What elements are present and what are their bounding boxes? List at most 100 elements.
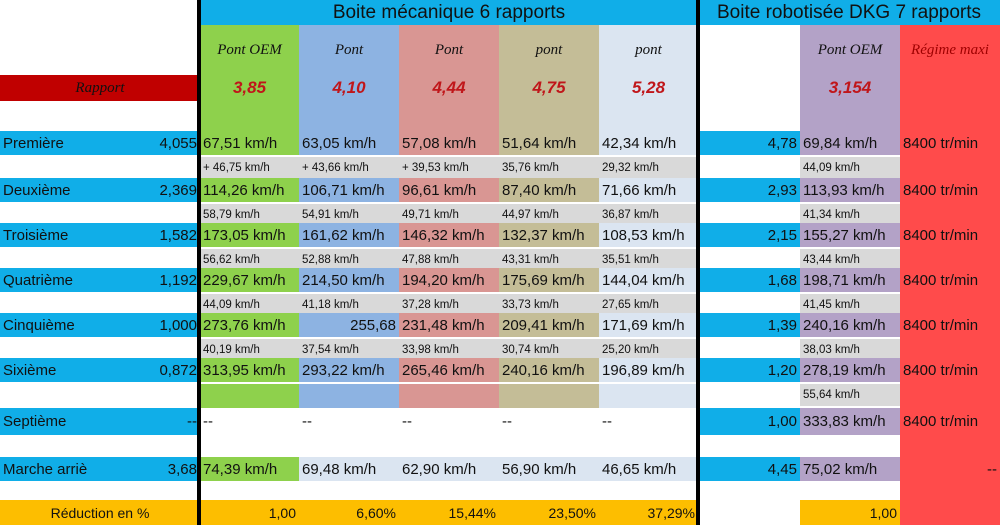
- gear-ratio[interactable]: 1,192: [152, 268, 200, 292]
- reduction-value[interactable]: 1,00: [200, 500, 299, 525]
- gear-label[interactable]: Sixième: [0, 358, 152, 382]
- manual-gearbox-title[interactable]: Boite mécanique 6 rapports: [200, 0, 698, 25]
- dkg-speed[interactable]: 113,93 km/h: [800, 178, 900, 202]
- manual-speed[interactable]: 144,04 km/h: [599, 268, 698, 292]
- dkg-speed[interactable]: 278,19 km/h: [800, 358, 900, 382]
- dkg-ratio[interactable]: 1,00: [698, 408, 800, 435]
- reduction-value[interactable]: 15,44%: [399, 500, 499, 525]
- regime-value[interactable]: 8400 tr/min: [903, 271, 979, 289]
- manual-delta[interactable]: + 43,66 km/h: [299, 157, 399, 179]
- manual-delta[interactable]: 47,88 km/h: [399, 249, 499, 271]
- manual-delta[interactable]: 30,74 km/h: [499, 339, 599, 361]
- dkg-delta[interactable]: 38,03 km/h: [800, 339, 900, 361]
- manual-delta[interactable]: 29,32 km/h: [599, 157, 698, 179]
- regime-col-header[interactable]: Régime maxi: [911, 41, 989, 58]
- dkg-ratio[interactable]: 1,39: [698, 313, 800, 337]
- manual-delta[interactable]: 25,20 km/h: [599, 339, 698, 361]
- dkg-speed[interactable]: 155,27 km/h: [800, 223, 900, 247]
- manual-delta[interactable]: 58,79 km/h: [200, 204, 299, 226]
- manual-speed[interactable]: --: [399, 408, 499, 435]
- manual-speed[interactable]: 273,76 km/h: [200, 313, 299, 337]
- manual-delta[interactable]: 37,54 km/h: [299, 339, 399, 361]
- dkg-delta[interactable]: 43,44 km/h: [800, 249, 900, 271]
- manual-speed[interactable]: 63,05 km/h: [299, 131, 399, 155]
- rapport-value[interactable]: 5,28: [599, 75, 698, 101]
- manual-speed[interactable]: 132,37 km/h: [499, 223, 599, 247]
- reverse-dkg-speed[interactable]: 75,02 km/h: [800, 457, 900, 481]
- rapport-label[interactable]: Rapport: [0, 75, 200, 101]
- gear-ratio[interactable]: 4,055: [152, 131, 200, 155]
- reduction-value[interactable]: 6,60%: [299, 500, 399, 525]
- spacer-cell[interactable]: [399, 384, 499, 408]
- manual-delta[interactable]: 33,73 km/h: [499, 294, 599, 316]
- manual-delta[interactable]: 44,09 km/h: [200, 294, 299, 316]
- regime-value[interactable]: 8400 tr/min: [903, 316, 979, 334]
- manual-delta[interactable]: + 46,75 km/h: [200, 157, 299, 179]
- reduction-label[interactable]: Réduction en %: [0, 500, 200, 525]
- spacer-cell[interactable]: [800, 101, 900, 131]
- gear-label[interactable]: Deuxième: [0, 178, 152, 202]
- dkg-ratio[interactable]: 1,68: [698, 268, 800, 292]
- manual-delta[interactable]: 40,19 km/h: [200, 339, 299, 361]
- manual-speed[interactable]: 161,62 km/h: [299, 223, 399, 247]
- manual-delta[interactable]: 27,65 km/h: [599, 294, 698, 316]
- regime-value[interactable]: 8400 tr/min: [903, 361, 979, 379]
- rapport-dkg-value[interactable]: 3,154: [800, 75, 900, 101]
- rapport-value[interactable]: 3,85: [200, 75, 299, 101]
- regime-value[interactable]: 8400 tr/min: [903, 413, 979, 430]
- spacer-cell[interactable]: [200, 101, 299, 131]
- manual-col-header[interactable]: Pont OEM: [200, 25, 299, 75]
- manual-speed[interactable]: --: [299, 408, 399, 435]
- reduction-value[interactable]: 37,29%: [599, 500, 698, 525]
- reverse-ratio[interactable]: 3,68: [152, 457, 200, 481]
- manual-speed[interactable]: 255,68: [299, 313, 399, 337]
- reverse-dkg-ratio[interactable]: 4,45: [698, 457, 800, 481]
- manual-speed[interactable]: 146,32 km/h: [399, 223, 499, 247]
- reverse-speed[interactable]: 74,39 km/h: [200, 457, 299, 481]
- gear-label[interactable]: Quatrième: [0, 268, 152, 292]
- manual-speed[interactable]: 171,69 km/h: [599, 313, 698, 337]
- manual-speed[interactable]: 231,48 km/h: [399, 313, 499, 337]
- manual-speed[interactable]: --: [499, 408, 599, 435]
- dkg-speed[interactable]: 240,16 km/h: [800, 313, 900, 337]
- manual-speed[interactable]: 196,89 km/h: [599, 358, 698, 382]
- gear-label[interactable]: Cinquième: [0, 313, 152, 337]
- gear-ratio[interactable]: 1,000: [152, 313, 200, 337]
- manual-speed[interactable]: 106,71 km/h: [299, 178, 399, 202]
- dkg-speed[interactable]: 69,84 km/h: [800, 131, 900, 155]
- dkg-col-header[interactable]: Pont OEM: [800, 25, 900, 75]
- regime-value[interactable]: 8400 tr/min: [903, 134, 979, 152]
- manual-delta[interactable]: + 39,53 km/h: [399, 157, 499, 179]
- manual-col-header[interactable]: Pont: [399, 25, 499, 75]
- spacer-cell[interactable]: [299, 384, 399, 408]
- spacer-cell[interactable]: [399, 101, 499, 131]
- dkg-gearbox-title[interactable]: Boite robotisée DKG 7 rapports: [698, 0, 1000, 25]
- gear-ratio[interactable]: 1,582: [152, 223, 200, 247]
- dkg-delta[interactable]: 55,64 km/h: [800, 384, 900, 406]
- manual-speed[interactable]: 313,95 km/h: [200, 358, 299, 382]
- manual-speed[interactable]: 114,26 km/h: [200, 178, 299, 202]
- dkg-speed[interactable]: 198,71 km/h: [800, 268, 900, 292]
- reduction-dkg-value[interactable]: 1,00: [800, 500, 900, 525]
- dkg-ratio[interactable]: 4,78: [698, 131, 800, 155]
- manual-delta[interactable]: 35,51 km/h: [599, 249, 698, 271]
- manual-delta[interactable]: 43,31 km/h: [499, 249, 599, 271]
- reverse-speed[interactable]: 46,65 km/h: [599, 457, 698, 481]
- manual-delta[interactable]: 33,98 km/h: [399, 339, 499, 361]
- manual-speed[interactable]: 51,64 km/h: [499, 131, 599, 155]
- manual-speed[interactable]: 42,34 km/h: [599, 131, 698, 155]
- regime-value[interactable]: 8400 tr/min: [903, 181, 979, 199]
- manual-speed[interactable]: 240,16 km/h: [499, 358, 599, 382]
- dkg-speed[interactable]: 333,83 km/h: [800, 408, 900, 435]
- manual-speed[interactable]: 57,08 km/h: [399, 131, 499, 155]
- manual-delta[interactable]: 37,28 km/h: [399, 294, 499, 316]
- manual-speed[interactable]: 209,41 km/h: [499, 313, 599, 337]
- reduction-value[interactable]: 23,50%: [499, 500, 599, 525]
- manual-speed[interactable]: --: [200, 408, 299, 435]
- manual-delta[interactable]: 49,71 km/h: [399, 204, 499, 226]
- rapport-value[interactable]: 4,10: [299, 75, 399, 101]
- manual-delta[interactable]: 36,87 km/h: [599, 204, 698, 226]
- manual-delta[interactable]: 35,76 km/h: [499, 157, 599, 179]
- spacer-cell[interactable]: [599, 384, 698, 408]
- manual-speed[interactable]: 96,61 km/h: [399, 178, 499, 202]
